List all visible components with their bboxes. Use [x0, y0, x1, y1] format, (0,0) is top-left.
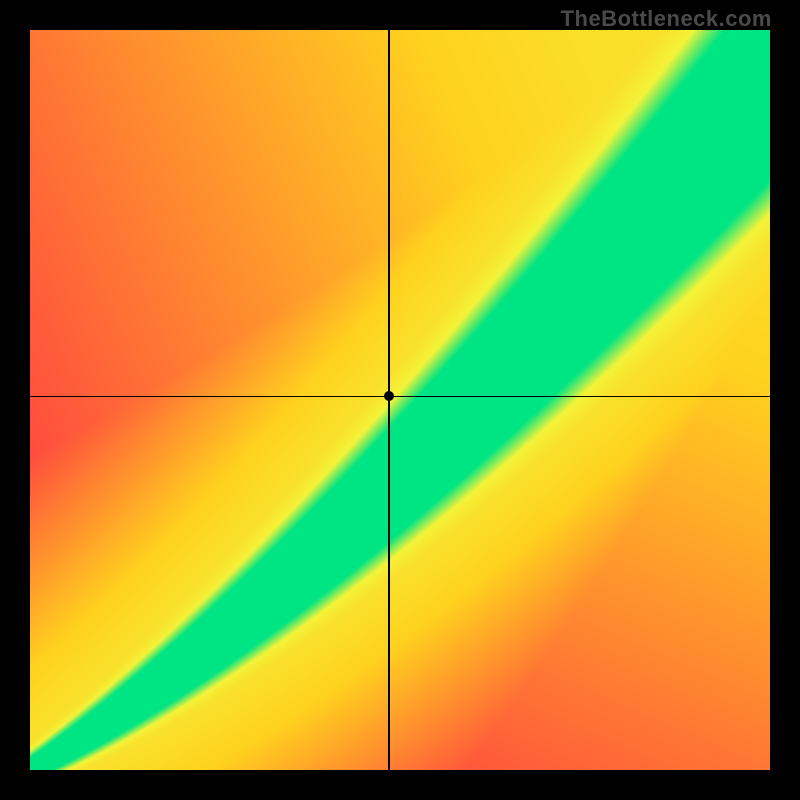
heatmap-canvas	[30, 30, 770, 770]
crosshair-horizontal	[30, 396, 770, 398]
heatmap-plot	[30, 30, 770, 770]
watermark-text: TheBottleneck.com	[561, 6, 772, 32]
